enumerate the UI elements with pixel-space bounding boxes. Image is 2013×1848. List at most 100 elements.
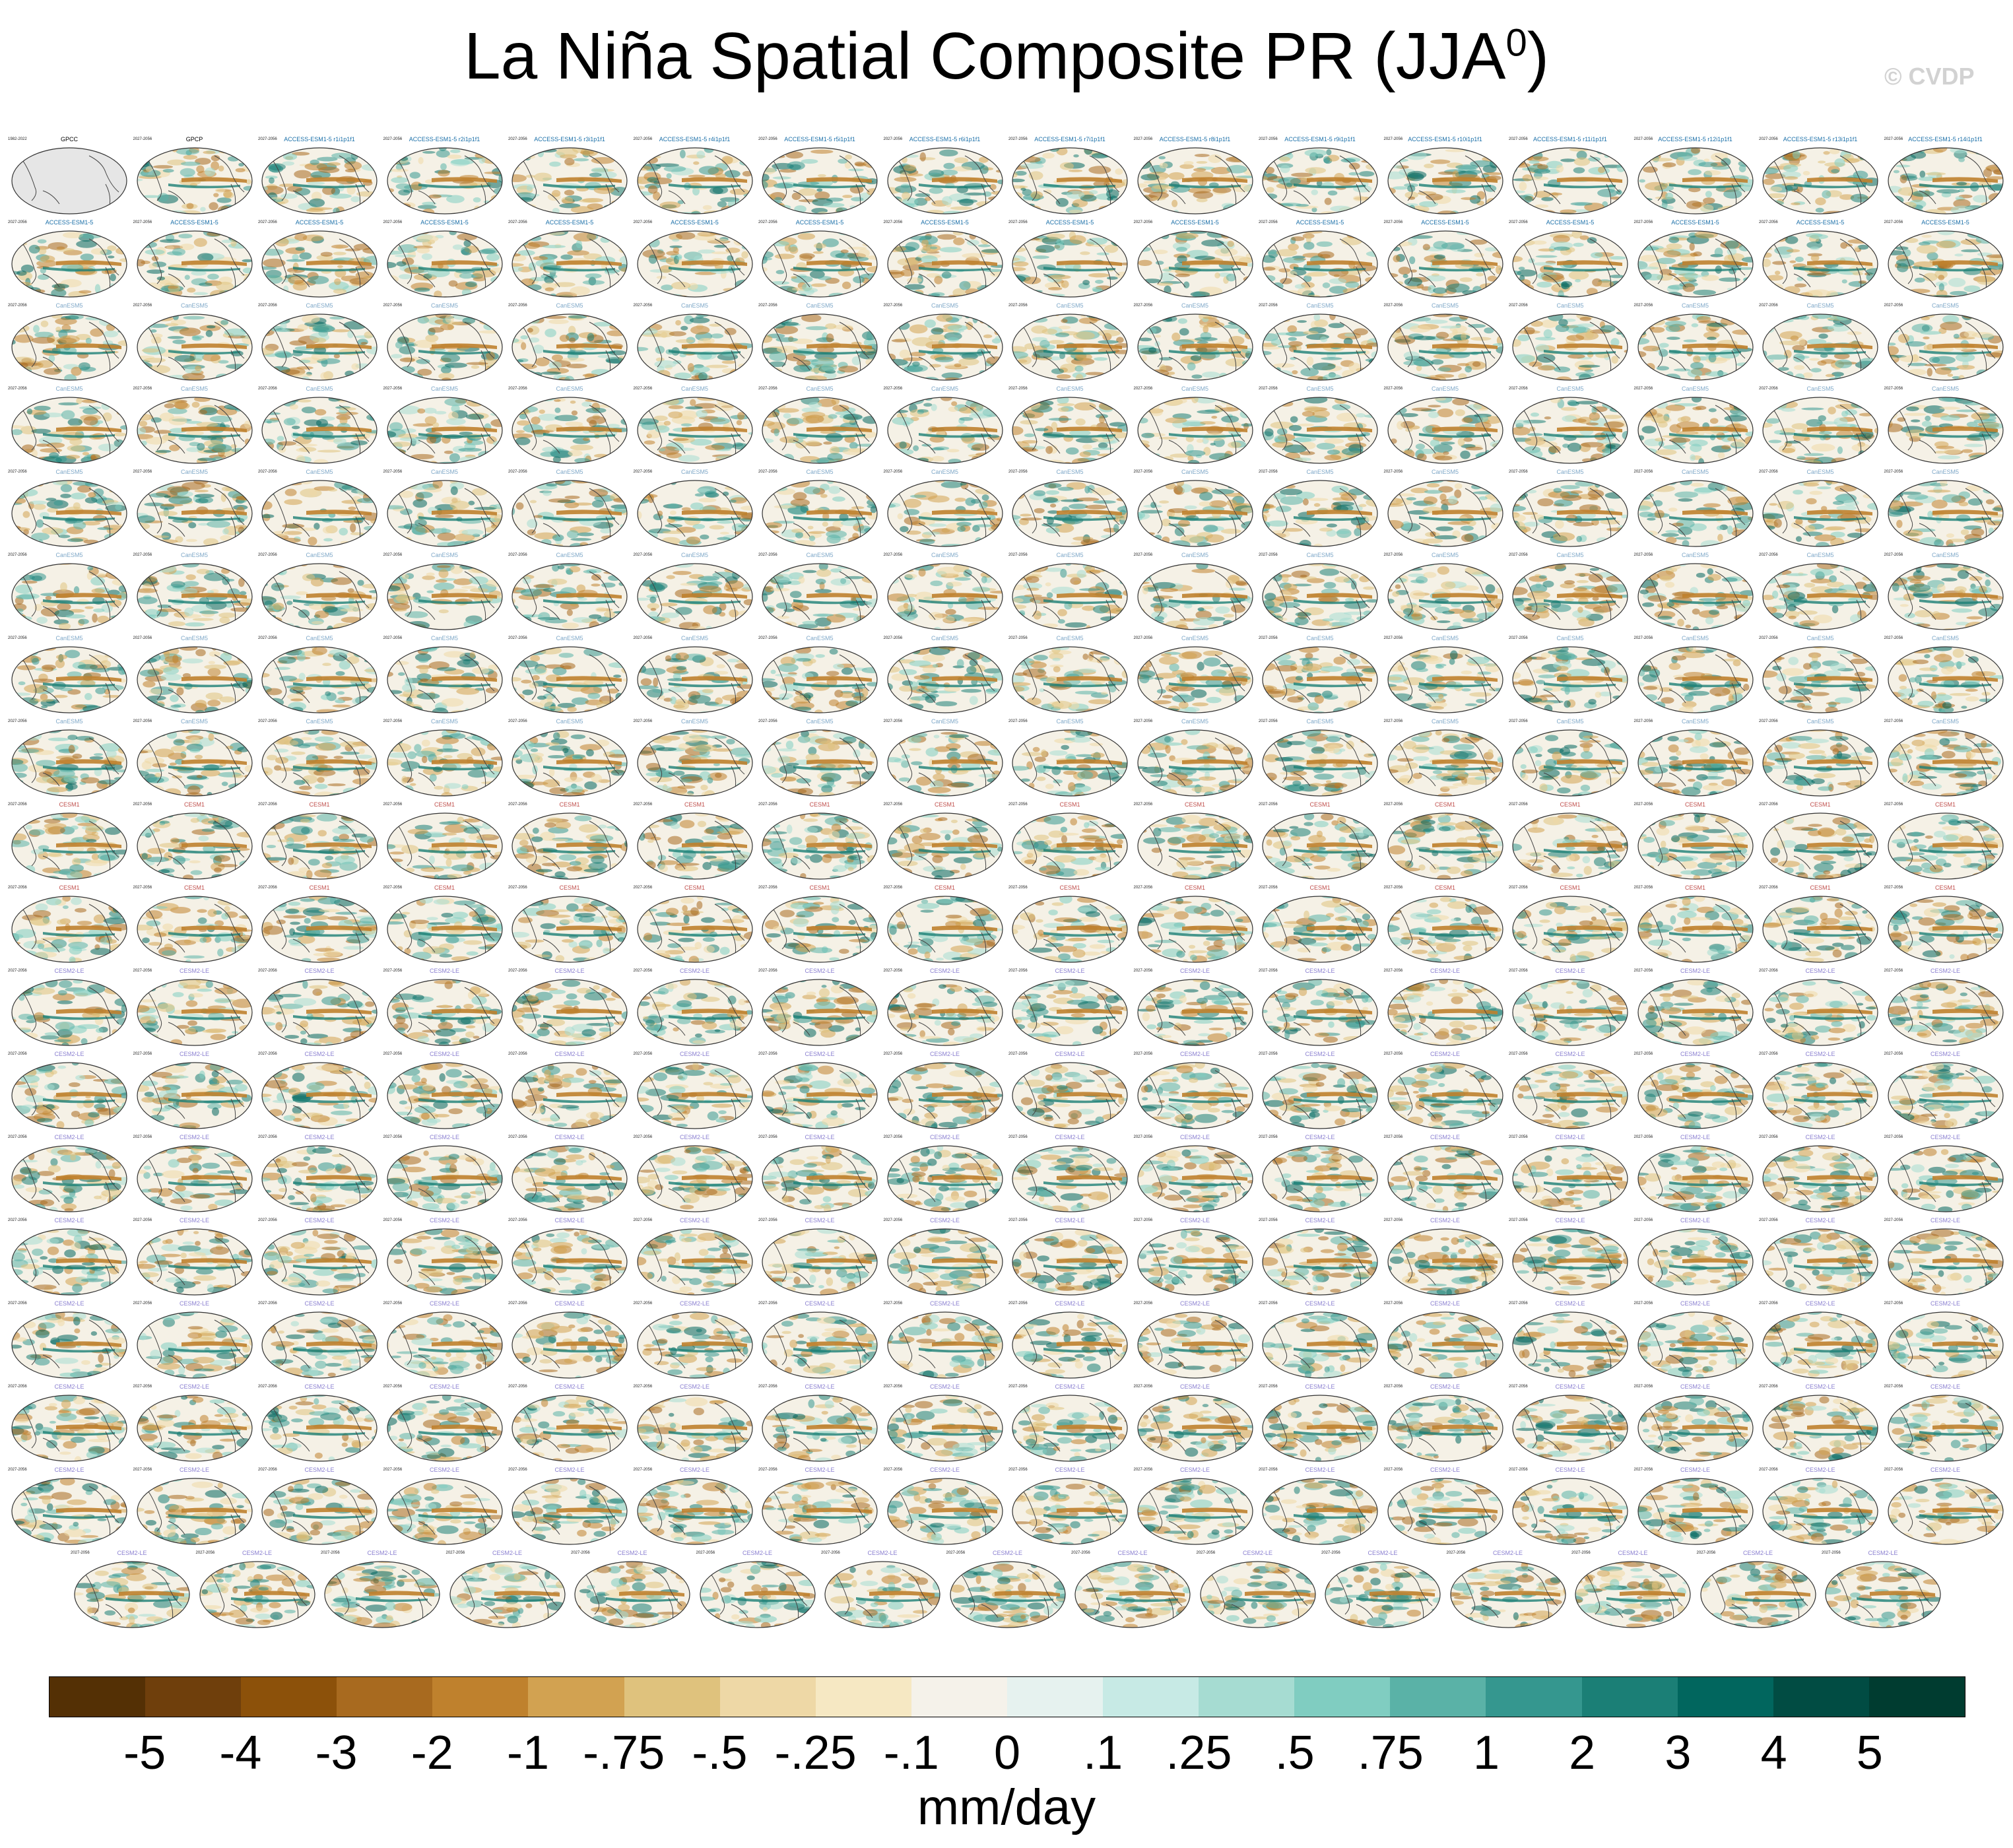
map-panel: CanESM5 2027-2056 [758,718,878,799]
map-panel: CESM1 2027-2056 [1008,884,1129,965]
map-globe [636,979,753,1046]
map-panel: ACCESS-ESM1-5 r8i1p1f1 2027-2056 [1134,136,1254,216]
panel-period-label: 2027-2056 [758,137,777,141]
panel-title: CanESM5 [136,635,253,642]
panel-title: ACCESS-ESM1-5 [511,219,628,226]
map-globe [1512,563,1628,630]
panel-period-label: 2027-2056 [1384,137,1403,141]
panel-title: CanESM5 [1637,469,1754,475]
panel-title: CESM2-LE [11,1467,128,1473]
panel-title: CESM2-LE [386,1051,504,1057]
panel-title: CanESM5 [1261,718,1379,725]
map-panel: CanESM5 2027-2056 [758,385,878,466]
map-globe [1387,1395,1503,1462]
panel-period-label: 2027-2056 [383,1302,403,1305]
panel-title: CanESM5 [636,635,754,642]
map-globe [1637,563,1754,630]
panel-period-label: 2027-2056 [634,1302,653,1305]
map-globe [762,147,878,214]
map-globe [11,1395,127,1462]
map-panel: CanESM5 2027-2056 [634,718,754,799]
panel-title: CESM2-LE [136,1217,253,1224]
map-panel: CanESM5 2027-2056 [1884,718,2004,799]
map-globe [886,1062,1003,1129]
map-panel: CanESM5 2027-2056 [1259,552,1379,632]
map-panel: CanESM5 2027-2056 [508,469,628,549]
panel-title: CESM2-LE [1137,1300,1254,1307]
map-globe [636,729,753,797]
panel-title: CESM2-LE [261,1467,378,1473]
panel-title: CESM2-LE [761,1300,878,1307]
panel-period-label: 2027-2056 [1134,1218,1153,1222]
panel-title: CESM2-LE [136,1051,253,1057]
panel-period-label: 2027-2056 [758,1468,777,1472]
panel-title: CESM2-LE [886,1217,1004,1224]
map-panel: CESM2-LE 2027-2056 [1509,968,1629,1048]
map-panel: ACCESS-ESM1-5 r4i1p1f1 2027-2056 [634,136,754,216]
map-panel: CESM1 2027-2056 [1884,801,2004,882]
panel-period-label: 2027-2056 [1759,636,1778,640]
map-panel: CESM2-LE 2027-2056 [1509,1051,1629,1131]
panel-title: ACCESS-ESM1-5 [1387,219,1504,226]
panel-period-label: 2027-2056 [1447,1551,1466,1555]
panel-period-label: 2027-2056 [1884,803,1903,807]
map-globe [762,230,878,298]
panel-period-label: 2027-2056 [8,1302,27,1305]
panel-title: CESM1 [886,884,1004,891]
map-panel: CESM2-LE 2027-2056 [508,1134,628,1214]
panel-period-label: 2027-2056 [634,137,653,141]
map-globe [261,896,378,963]
panel-period-label: 2027-2056 [634,1052,653,1056]
panel-period-label: 2027-2056 [1384,220,1403,224]
panel-title: CESM1 [1261,884,1379,891]
panel-period-label: 2027-2056 [133,387,152,391]
panel-period-label: 2027-2056 [258,1468,277,1472]
panel-title: CanESM5 [1387,718,1504,725]
panel-title: CanESM5 [1387,385,1504,392]
map-panel: CESM2-LE 2027-2056 [1697,1550,1817,1630]
panel-title: ACCESS-ESM1-5 r9i1p1f1 [1261,136,1379,143]
map-panel: CESM2-LE 2027-2056 [884,1467,1004,1547]
panel-title: CESM1 [1887,801,2004,808]
panel-period-label: 2027-2056 [758,803,777,807]
panel-title: CanESM5 [1762,552,1879,558]
map-globe [1512,314,1628,381]
panel-period-label: 2027-2056 [1259,969,1278,973]
panel-title: CESM1 [761,884,878,891]
panel-title: CESM1 [1011,801,1129,808]
panel-period-label: 2027-2056 [758,1135,777,1139]
map-globe [1387,563,1503,630]
panel-title: CESM2-LE [1511,1217,1629,1224]
panel-period-label: 2027-2056 [133,1135,152,1139]
panel-title: CESM2-LE [73,1550,191,1556]
panel-period-label: 2027-2056 [1259,886,1278,890]
map-panel: ACCESS-ESM1-5 2027-2056 [8,219,128,300]
panel-period-label: 2027-2056 [508,137,527,141]
map-panel: CanESM5 2027-2056 [1259,635,1379,715]
panel-title: CanESM5 [261,635,378,642]
map-globe [136,646,253,713]
panel-period-label: 2027-2056 [1884,470,1903,474]
panel-period-label: 2027-2056 [1008,387,1028,391]
map-globe [1637,812,1754,880]
map-panel: ACCESS-ESM1-5 r7i1p1f1 2027-2056 [1008,136,1129,216]
map-globe [324,1561,440,1628]
map-panel: CESM2-LE 2027-2056 [133,1051,253,1131]
map-panel: CanESM5 2027-2056 [1634,469,1754,549]
panel-period-label: 2027-2056 [258,1052,277,1056]
map-panel: CESM2-LE 2027-2056 [821,1550,941,1630]
map-globe [1887,1395,2004,1462]
panel-title: CanESM5 [261,552,378,558]
panel-period-label: 2027-2056 [758,886,777,890]
panel-title: CESM2-LE [1637,1300,1754,1307]
panel-period-label: 2027-2056 [258,1302,277,1305]
panel-title: CESM1 [886,801,1004,808]
map-panel: CanESM5 2027-2056 [884,635,1004,715]
colorbar-labels: -5 -4 -3 -2 -1 -.75 -.5 -.25 -.1 0 .1 .25 .5 .75 1 2 3 4 5 [0,1726,2013,1785]
panel-period-label: 2027-2056 [758,470,777,474]
panel-period-label: 2027-2056 [1259,1135,1278,1139]
map-globe [1012,812,1128,880]
map-globe [636,314,753,381]
panel-period-label: 2027-2056 [1008,1468,1028,1472]
map-panel: CanESM5 2027-2056 [1384,469,1504,549]
